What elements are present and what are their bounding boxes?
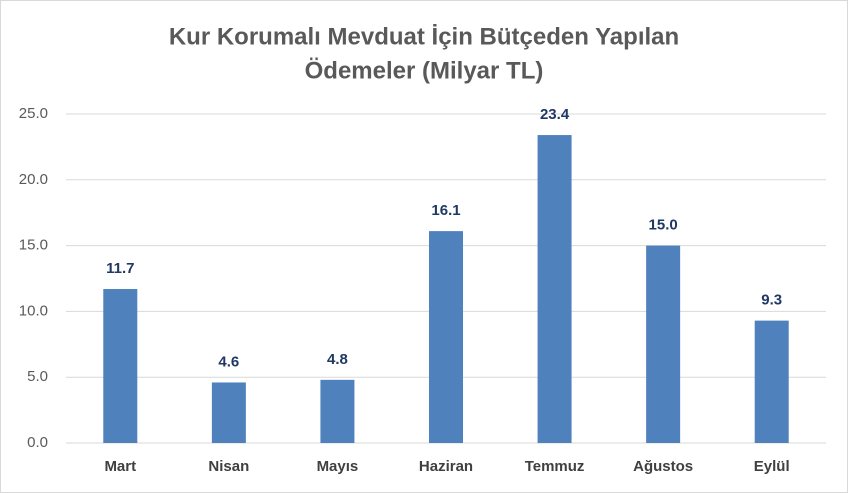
y-tick-label: 0.0 xyxy=(27,434,48,451)
x-tick-label: Mart xyxy=(104,458,136,475)
chart-title: Kur Korumalı Mevduat İçin Bütçeden Yapıl… xyxy=(169,23,679,50)
value-label: 4.8 xyxy=(327,351,348,368)
bar xyxy=(646,245,681,443)
bar xyxy=(429,231,463,443)
bar xyxy=(537,135,572,443)
x-tick-label: Eylül xyxy=(754,458,790,475)
value-label: 23.4 xyxy=(540,106,570,123)
y-tick-label: 25.0 xyxy=(19,105,48,122)
chart-title: Ödemeler (Milyar TL) xyxy=(305,57,544,84)
value-label: 9.3 xyxy=(761,292,782,309)
value-label: 4.6 xyxy=(218,353,239,370)
value-label: 15.0 xyxy=(649,217,678,234)
bar xyxy=(320,379,355,443)
y-tick-label: 20.0 xyxy=(19,171,48,188)
x-tick-label: Haziran xyxy=(419,458,473,475)
y-tick-label: 5.0 xyxy=(27,368,48,385)
y-tick-label: 10.0 xyxy=(19,302,48,319)
x-tick-label: Mayıs xyxy=(317,458,359,475)
value-label: 16.1 xyxy=(431,202,460,219)
x-tick-label: Ağustos xyxy=(633,458,693,475)
bar xyxy=(754,320,789,443)
bar xyxy=(211,382,246,443)
x-tick-label: Nisan xyxy=(208,458,249,475)
value-label: 11.7 xyxy=(106,260,134,277)
x-tick-label: Temmuz xyxy=(525,458,585,475)
y-tick-label: 15.0 xyxy=(19,237,48,254)
bar xyxy=(103,289,138,443)
